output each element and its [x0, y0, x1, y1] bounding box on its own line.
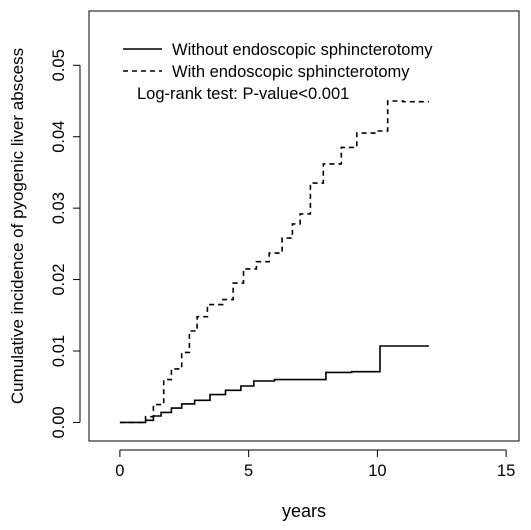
plot-frame — [88, 10, 520, 442]
series-layer — [119, 100, 429, 424]
series-line-with-est — [119, 100, 429, 424]
legend: Without endoscopic sphincterotomy With e… — [123, 41, 433, 103]
y-tick-label: 0.02 — [50, 264, 68, 296]
x-tick-label: 10 — [368, 462, 386, 480]
series-line-without-est — [119, 345, 429, 424]
x-tick-label: 5 — [244, 462, 253, 480]
legend-label-with-est: With endoscopic sphincterotomy — [172, 63, 410, 81]
logrank-annotation: Log-rank test: P-value<0.001 — [137, 85, 349, 103]
y-axis-title: Cumulative incidence of pyogenic liver a… — [8, 48, 27, 404]
x-tick-label: 15 — [497, 462, 515, 480]
y-tick-label: 0.05 — [50, 49, 68, 81]
legend-label-without-est: Without endoscopic sphincterotomy — [172, 41, 433, 59]
x-axis: 0 5 10 15 — [115, 449, 515, 480]
x-tick-label: 0 — [115, 462, 124, 480]
y-tick-label: 0.04 — [50, 121, 68, 153]
y-tick-label: 0.00 — [50, 406, 68, 438]
y-axis: 0.00 0.01 0.02 0.03 0.04 0.05 — [50, 49, 81, 438]
y-tick-label: 0.01 — [50, 335, 68, 367]
y-tick-label: 0.03 — [50, 192, 68, 224]
x-axis-title: years — [282, 501, 326, 521]
